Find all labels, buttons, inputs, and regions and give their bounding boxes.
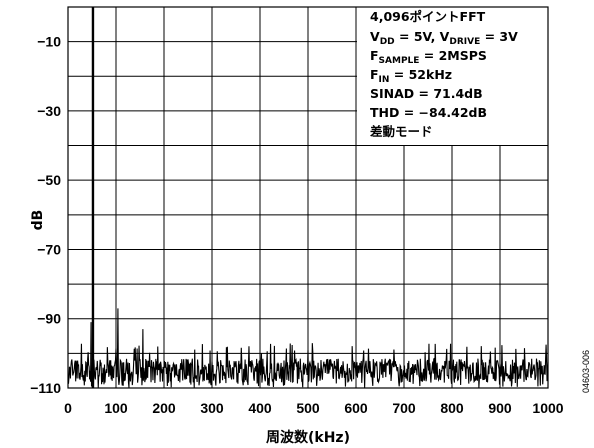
x-tick-label: 400 [248,400,272,416]
grid-lines [68,7,548,388]
x-tick-label: 800 [440,400,464,416]
y-tick-label: −110 [30,380,61,396]
spectrum-line [67,6,549,388]
y-tick-label: −50 [37,172,61,188]
y-tick-label: −70 [37,241,61,257]
spectrum-trace [67,6,549,388]
y-tick-label: −30 [37,103,61,119]
x-tick-label: 300 [200,400,224,416]
annotation-line-6: THD = −84.42dB [370,105,487,120]
annotation-line-4: FIN = 52kHz [370,67,452,85]
annotation-line-3: FSAMPLE = 2MSPS [370,48,487,66]
y-tick-label: −90 [37,311,61,327]
annotation-line-5: SINAD = 71.4dB [370,86,483,101]
y-axis-label: dB [30,210,46,231]
annotation-line-1: 4,096ポイントFFT [370,9,486,24]
x-tick-label: 700 [392,400,416,416]
x-tick-label: 900 [488,400,512,416]
x-axis-label: 周波数(kHz) [266,429,350,446]
annotation-box: 4,096ポイントFFT VDD = 5V, VDRIVE = 3V FSAMP… [369,9,518,139]
x-tick-label: 200 [152,400,176,416]
x-tick-label: 500 [296,400,320,416]
x-tick-label: 1000 [532,400,563,416]
annotation-background [357,7,548,145]
annotation-line-2: VDD = 5V, VDRIVE = 3V [370,29,518,47]
x-tick-label: 600 [344,400,368,416]
y-tick-labels: −10 −30 −50 −70 −90 −110 [30,34,61,396]
plot-frame [67,6,549,389]
figure-id: 04603-006 [581,350,591,393]
y-tick-label: −10 [37,34,61,50]
annotation-line-7: 差動モード [369,124,433,139]
x-tick-label: 0 [64,400,72,416]
x-tick-labels: 0 100 200 300 400 500 600 700 800 900 1000 [64,400,564,416]
x-tick-label: 100 [104,400,128,416]
